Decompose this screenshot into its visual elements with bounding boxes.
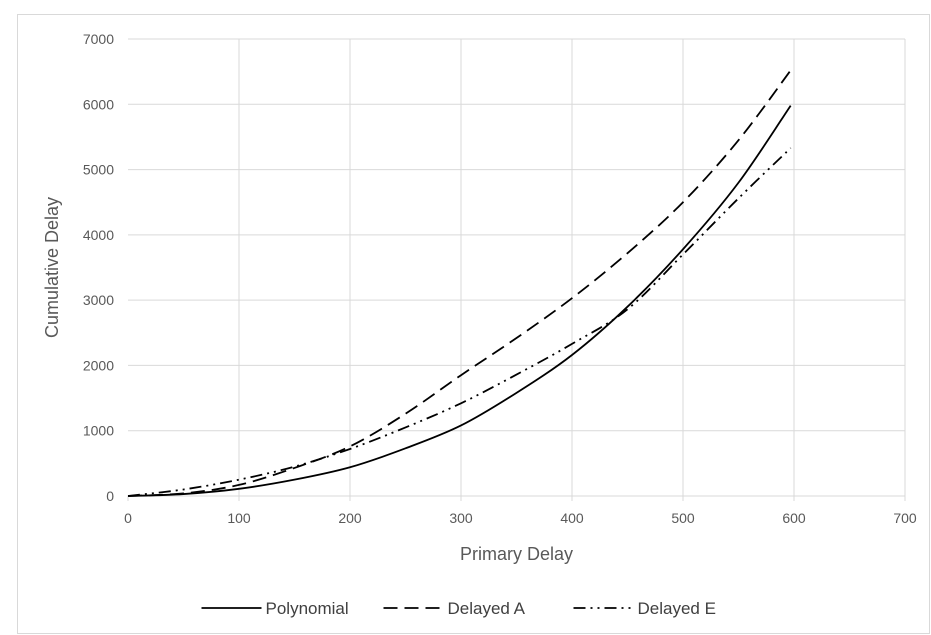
legend: Polynomial Delayed A Delayed E <box>201 599 716 618</box>
chart-frame: 0 100 200 300 400 500 600 700 0 1000 2000 3000 4000 5… <box>17 14 930 634</box>
axes <box>127 495 906 501</box>
y-tick-label: 1000 <box>83 423 114 439</box>
y-tick-label: 0 <box>106 488 114 504</box>
y-tick-label: 4000 <box>83 227 114 243</box>
x-tick-label: 600 <box>782 510 806 526</box>
y-tick-label: 2000 <box>83 357 114 373</box>
legend-item: Delayed E <box>573 599 716 618</box>
x-tick-label: 300 <box>449 510 473 526</box>
y-tick-label: 5000 <box>83 162 114 178</box>
x-tick-label: 500 <box>671 510 695 526</box>
legend-label: Polynomial <box>266 599 349 618</box>
x-axis-title: Primary Delay <box>460 544 573 564</box>
series-lines <box>127 69 792 497</box>
x-tick-label: 700 <box>893 510 917 526</box>
tick-labels: 0 100 200 300 400 500 600 700010002000300040005… <box>83 31 917 526</box>
legend-label: Delayed E <box>638 599 716 618</box>
x-tick-label: 200 <box>338 510 362 526</box>
series-line-delayed-e <box>127 147 792 497</box>
series-line-polynomial <box>127 105 792 497</box>
y-tick-label: 6000 <box>83 96 114 112</box>
y-tick-label: 3000 <box>83 292 114 308</box>
line-chart: 0 100 200 300 400 500 600 700010002000300040005… <box>42 31 917 618</box>
series-line-delayed-a <box>127 69 792 497</box>
legend-item: Delayed A <box>383 599 526 618</box>
y-axis-title: Cumulative Delay <box>42 197 62 338</box>
x-tick-label: 100 <box>227 510 251 526</box>
legend-label: Delayed A <box>448 599 526 618</box>
gridlines <box>128 38 906 496</box>
legend-item: Polynomial <box>201 599 349 618</box>
y-tick-label: 7000 <box>83 31 114 47</box>
x-tick-label: 0 <box>124 510 132 526</box>
x-tick-label: 400 <box>560 510 584 526</box>
